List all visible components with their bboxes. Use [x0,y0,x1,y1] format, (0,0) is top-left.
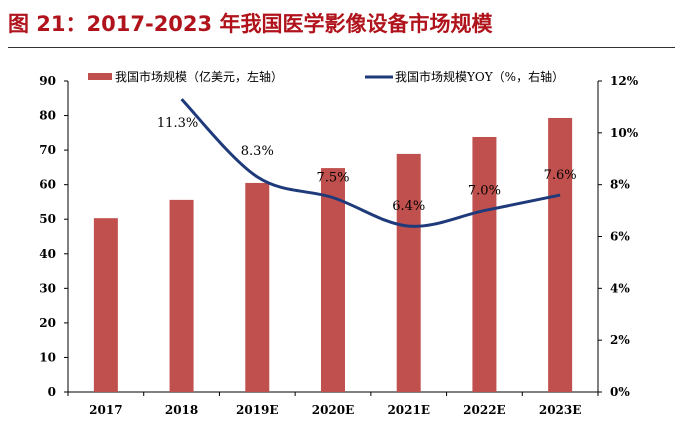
right-tick-label: 4% [610,281,630,295]
left-tick-label: 90 [39,74,56,88]
right-tick-label: 2% [610,333,630,347]
bar [321,168,345,392]
right-tick-label: 6% [610,230,630,244]
x-tick-label: 2020E [312,403,355,417]
right-tick-label: 0% [610,385,630,399]
left-tick-label: 60 [39,178,56,192]
left-tick-label: 0 [48,385,56,399]
bar [93,218,118,392]
left-tick-label: 20 [39,316,56,330]
right-tick-label: 8% [610,178,630,192]
data-label: 11.3% [157,116,198,131]
x-tick-label: 2021E [387,403,430,417]
x-tick-label: 2017 [89,403,122,417]
bar [396,153,421,392]
x-tick-label: 2023E [539,403,582,417]
left-tick-label: 50 [39,212,56,226]
data-label: 6.4% [392,199,425,214]
data-label: 7.5% [316,171,349,186]
left-tick-label: 30 [39,281,56,295]
yoy-line [180,98,561,228]
chart-title: 图 21：2017-2023 年我国医学影像设备市场规模 [8,12,493,36]
bar [548,117,573,393]
left-tick-label: 40 [39,247,56,261]
legend-line-label: 我国市场规模YOY（%，右轴） [395,69,564,84]
x-tick-label: 2022E [463,403,506,417]
left-tick-label: 10 [39,350,56,364]
x-tick-label: 2018 [165,403,198,417]
x-tick-label: 2019E [236,403,279,417]
title-divider [8,47,675,48]
left-tick-label: 80 [39,109,56,123]
bar [245,182,270,392]
right-tick-label: 10% [610,126,639,140]
data-label: 8.3% [241,144,274,159]
bar [169,199,194,392]
legend-bar-label: 我国市场规模（亿美元，左轴） [115,69,283,84]
right-tick-label: 12% [610,74,639,88]
data-label: 7.6% [544,168,577,183]
data-label: 7.0% [468,184,501,199]
left-tick-label: 70 [39,143,56,157]
bar [472,136,497,392]
legend-bar-swatch [88,73,112,80]
